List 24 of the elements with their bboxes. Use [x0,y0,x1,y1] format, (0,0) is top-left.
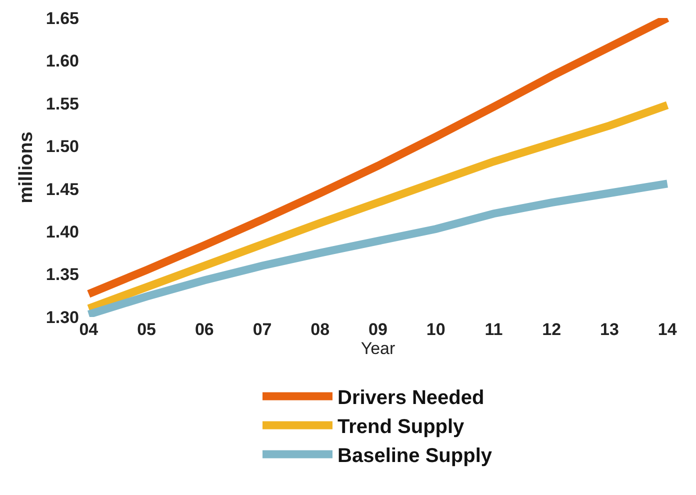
legend-label: Trend Supply [338,416,466,438]
x-tick-label: 05 [137,320,156,339]
x-tick-label: 06 [194,320,214,339]
x-tick-label: 07 [252,320,272,339]
y-tick-label: 1.65 [46,8,79,28]
x-tick-label: 04 [79,320,99,339]
y-tick-label: 1.45 [46,180,79,199]
x-tick-label: 12 [542,320,562,339]
y-tick-label: 1.30 [46,308,79,327]
y-tick-label: 1.35 [46,265,79,284]
x-tick-label: 13 [600,320,619,339]
legend-label: Drivers Needed [338,387,484,410]
y-tick-label: 1.40 [46,222,79,242]
x-axis-title: Year [360,339,396,358]
x-tick-label: 10 [426,320,446,339]
y-tick-label: 1.50 [46,137,79,156]
legend-label: Baseline Supply [338,445,493,468]
x-tick-label: 08 [310,320,330,339]
y-tick-label: 1.60 [46,52,79,71]
x-tick-label: 09 [368,320,388,339]
y-tick-label: 1.55 [46,94,79,114]
y-axis-title: millions [16,132,37,204]
x-tick-label: 14 [658,320,678,339]
x-tick-label: 11 [484,320,503,339]
